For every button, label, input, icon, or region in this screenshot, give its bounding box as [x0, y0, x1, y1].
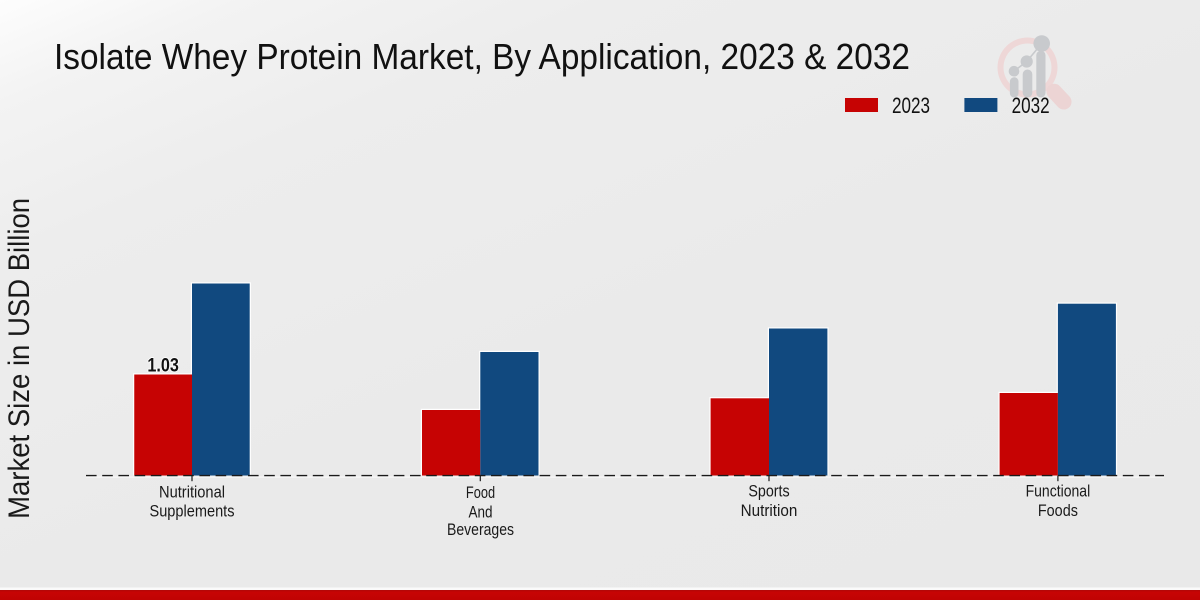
svg-text:2032: 2032: [1012, 93, 1050, 118]
svg-text:Functional: Functional: [1026, 483, 1091, 501]
svg-text:2023: 2023: [892, 93, 930, 118]
svg-text:Isolate Whey Protein Market, B: Isolate Whey Protein Market, By Applicat…: [54, 36, 910, 77]
svg-text:And: And: [469, 504, 493, 522]
svg-text:Food: Food: [466, 484, 495, 502]
svg-text:Nutrition: Nutrition: [741, 502, 798, 520]
svg-text:Foods: Foods: [1038, 502, 1078, 520]
svg-text:Market Size in USD Billion: Market Size in USD Billion: [3, 198, 36, 519]
svg-text:Beverages: Beverages: [447, 521, 514, 539]
svg-text:Nutritional: Nutritional: [159, 483, 225, 501]
svg-text:Sports: Sports: [748, 483, 789, 501]
svg-text:1.03: 1.03: [147, 354, 179, 376]
svg-text:Supplements: Supplements: [150, 503, 235, 521]
